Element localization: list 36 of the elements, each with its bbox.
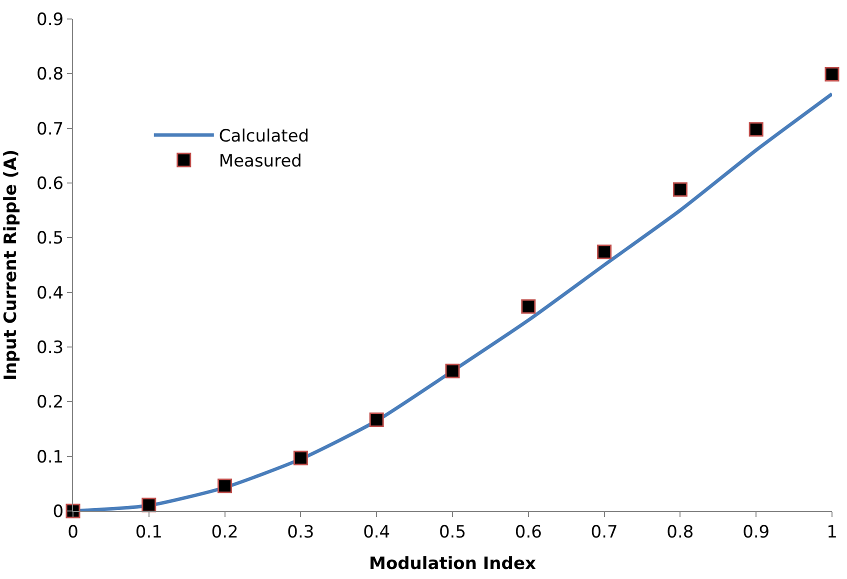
y-tick-label: 0.3 (36, 338, 64, 358)
x-tick-label: 0.6 (514, 522, 542, 542)
x-tick-label: 0.7 (590, 522, 618, 542)
point (521, 299, 536, 314)
y-tick-label: 0.1 (36, 447, 64, 468)
point (142, 498, 156, 512)
y-tick-label: 0 (52, 502, 64, 522)
point (445, 364, 460, 378)
y-tick-label: 0.6 (36, 174, 64, 194)
x-tick-label: 0.3 (287, 522, 314, 542)
point (369, 412, 384, 427)
point (597, 244, 612, 260)
y-tick-label: 0.4 (36, 283, 64, 304)
x-tick-label: 0 (68, 522, 78, 542)
y-tick-label: 0.2 (36, 392, 64, 413)
x-tick-label: 1 (826, 522, 838, 542)
y-tick-label: 0.5 (36, 228, 64, 249)
legend-label: Calculated (218, 126, 310, 147)
x-tick-label: 0.5 (438, 522, 466, 542)
legend-label: Measured (218, 152, 302, 172)
point (824, 66, 840, 82)
y-tick-label: 0.8 (36, 64, 64, 85)
x-tick-label: 0.9 (742, 522, 770, 542)
y-axis-title: Input Current Ripple (A) (1, 150, 22, 380)
point (748, 122, 764, 137)
x-tick-label: 0.2 (211, 522, 238, 542)
point (218, 478, 232, 494)
x-tick-label: 0.4 (363, 522, 390, 542)
y-tick-label: 0.7 (36, 119, 64, 140)
point (672, 182, 688, 197)
x-tick-label: 0.1 (135, 522, 162, 542)
point (293, 450, 308, 466)
x-axis-title: Modulation Index (369, 554, 536, 574)
x-tick-label: 0.8 (666, 522, 694, 542)
point (66, 504, 80, 518)
y-tick-label: 0.9 (36, 10, 64, 30)
